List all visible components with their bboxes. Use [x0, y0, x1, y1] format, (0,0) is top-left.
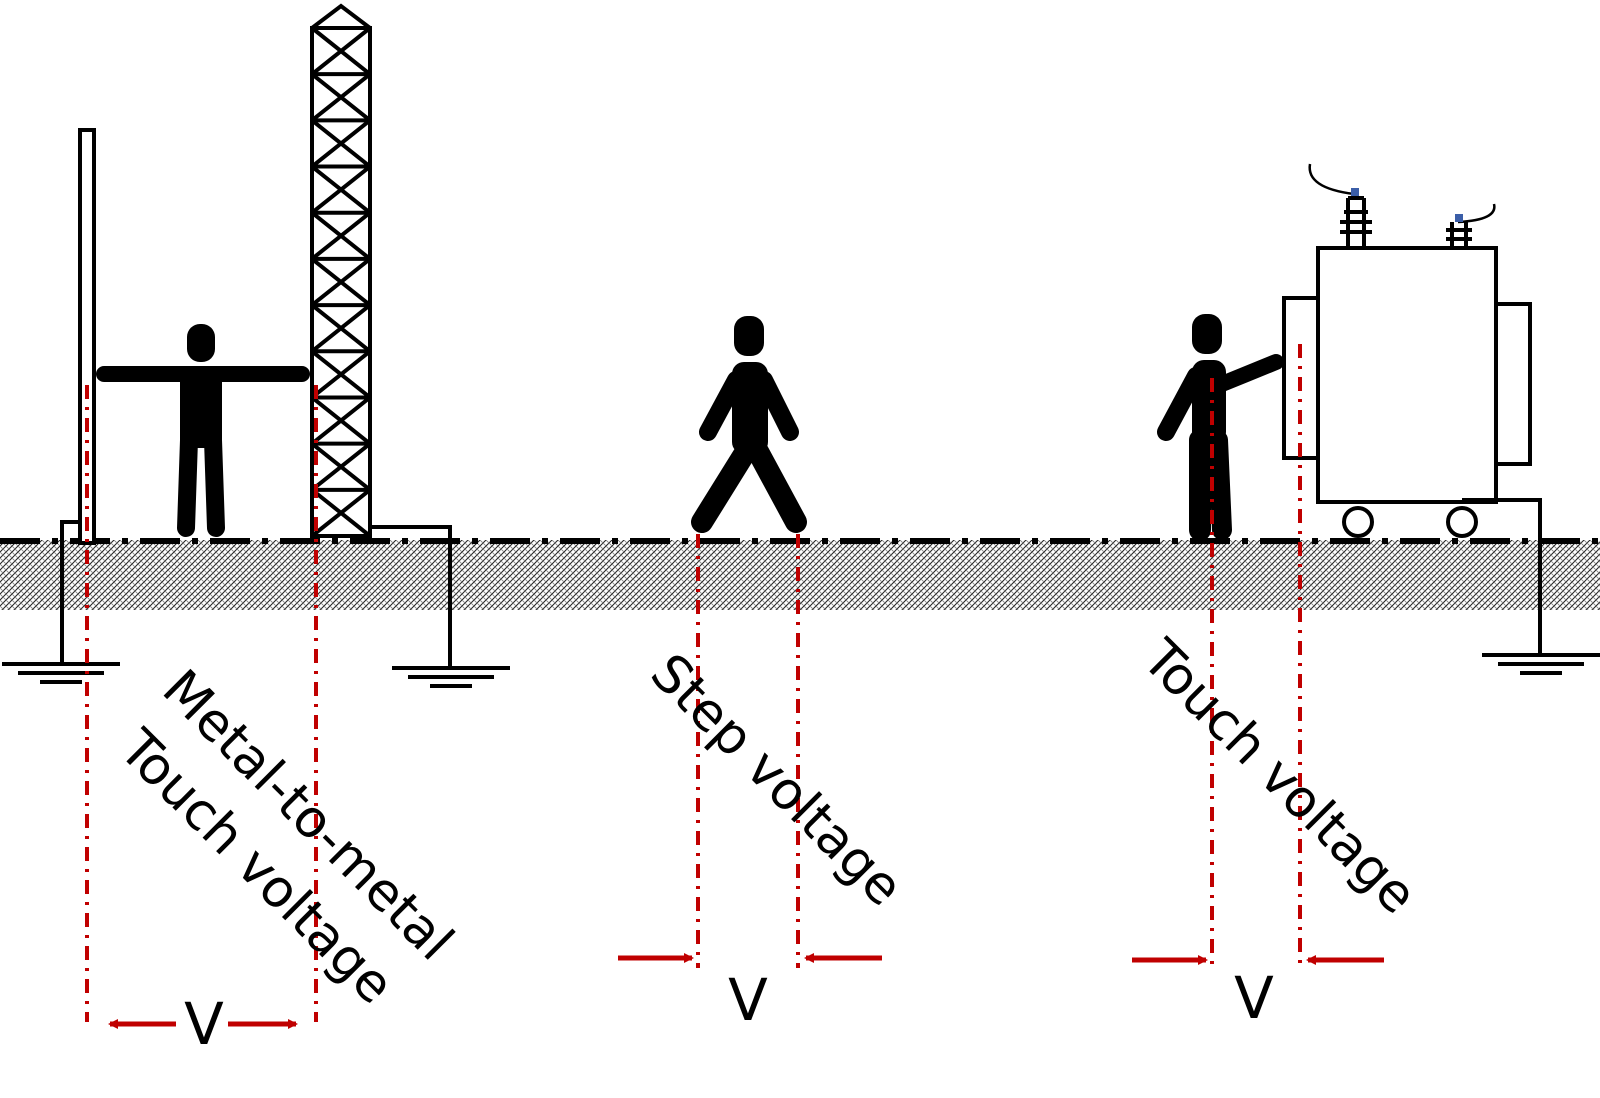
label-step-voltage: Step voltage — [639, 643, 914, 918]
tower-brace — [310, 395, 372, 446]
voltage-symbol-step: V — [728, 966, 768, 1034]
voltage-symbol-touch: V — [1234, 964, 1274, 1032]
person-walking-icon — [691, 316, 807, 533]
insulator-tip — [1351, 188, 1359, 196]
transformer-ground-lead — [1462, 498, 1542, 654]
ground-symbol-icon — [2, 662, 120, 684]
tower-brace — [310, 349, 372, 400]
label-touch-voltage: Touch voltage — [1130, 628, 1428, 926]
person-touching-icon — [1157, 314, 1284, 541]
tower-brace — [310, 257, 372, 307]
tower-brace — [310, 442, 372, 492]
tower-ground-lead — [370, 525, 452, 666]
person-arms-out-icon — [96, 324, 310, 537]
insulator-tip — [1455, 214, 1463, 222]
pole-ground-lead — [60, 520, 80, 662]
tower-brace — [310, 164, 372, 215]
tower-brace — [310, 72, 372, 122]
ground-symbol-icon — [392, 666, 510, 688]
transformer-icon — [1282, 163, 1532, 538]
tower-brace — [310, 303, 372, 353]
lattice-tower-icon — [310, 3, 372, 538]
voltage-symbol-metal: V — [184, 990, 224, 1058]
metal-pole — [78, 128, 96, 545]
tower-brace — [310, 118, 372, 169]
tower-brace — [310, 488, 372, 538]
tower-brace — [310, 211, 372, 261]
tower-brace — [310, 26, 372, 76]
ground-symbol-icon — [1482, 653, 1600, 675]
